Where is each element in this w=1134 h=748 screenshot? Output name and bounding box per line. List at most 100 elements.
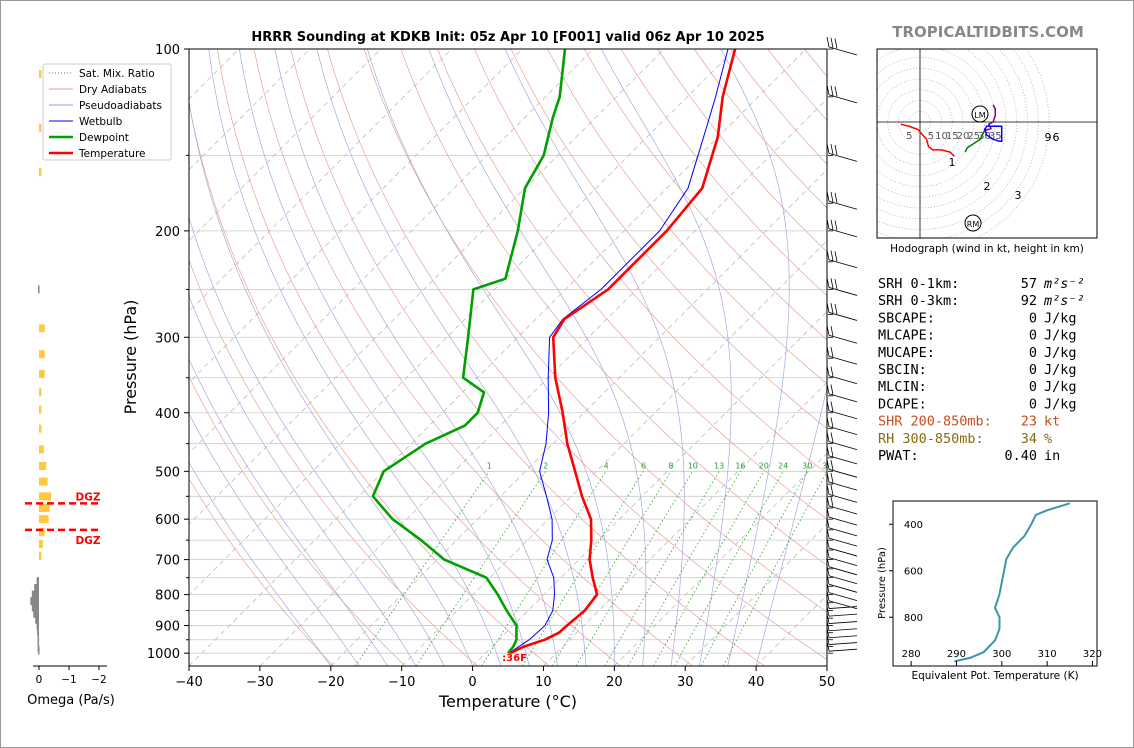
y-tick-label: 100: [155, 43, 180, 58]
storm-motion-left-label: LM: [974, 111, 985, 120]
index-label: SHR 200-850mb:: [878, 414, 992, 430]
barb-staff: [828, 468, 858, 478]
barb-flag: [826, 277, 830, 288]
mixing-ratio-line: [415, 471, 547, 666]
index-value: 23: [1021, 414, 1037, 430]
barb-flag: [826, 574, 830, 585]
mixing-ratio-label: 6: [641, 461, 646, 470]
wind-barb: [826, 574, 858, 593]
mixing-ratio-label: 10: [688, 461, 698, 470]
index-label: SRH 0-1km:: [878, 276, 959, 292]
barb-flag: [830, 401, 834, 412]
omega-bar: [35, 615, 39, 624]
barb-flag: [830, 446, 834, 457]
hodograph-ring-label: 30: [978, 131, 991, 142]
index-unit: in: [1044, 448, 1060, 464]
theta-e-axes: 280 290 300 310 320 400 600 800: [889, 520, 1102, 666]
barb-flag: [826, 445, 830, 456]
x-tick-label: 20: [606, 675, 623, 690]
mixing-ratio-label: 24: [778, 461, 788, 470]
theta-e-x-tick-label: 290: [947, 649, 966, 660]
mixing-ratio-label: 30: [802, 461, 812, 470]
omega-tick-label: −2: [91, 674, 106, 686]
legend-entry: Pseudoadiabats: [79, 100, 162, 112]
wind-barb: [826, 84, 858, 104]
index-unit: m²s⁻²: [1043, 293, 1085, 309]
wind-barb: [826, 431, 858, 451]
y-tick-label: 400: [155, 407, 180, 422]
index-unit: J/kg: [1044, 379, 1077, 395]
barb-staff: [828, 600, 858, 610]
isotherm: [614, 452, 827, 666]
mixing-ratio-line: [700, 471, 808, 666]
barb-staff: [828, 516, 858, 526]
barb-staff: [828, 355, 858, 365]
barb-flag: [826, 84, 830, 95]
omega-bar: [33, 609, 39, 618]
storm-motion-right-label: RM: [967, 220, 980, 229]
hodograph-ring-label: 35: [989, 131, 1002, 142]
barb-flag: [834, 303, 838, 315]
dry-adiabat: [216, 49, 622, 666]
omega-bar: [34, 584, 39, 593]
pseudoadiabat: [428, 49, 647, 666]
wind-barb: [826, 556, 858, 576]
hodograph-ring-label: 15: [946, 131, 959, 142]
barb-staff: [828, 606, 858, 609]
omega-bar: [39, 405, 42, 414]
wind-barb: [826, 507, 858, 526]
barb-flag: [830, 144, 834, 155]
barb-flag: [830, 37, 834, 48]
wind-barb: [826, 191, 858, 210]
barb-flag: [830, 384, 834, 395]
barb-flag: [830, 472, 834, 483]
index-unit: kt: [1044, 414, 1060, 430]
index-unit: m²s⁻²: [1043, 276, 1085, 292]
barb-flag: [830, 366, 834, 377]
theta-e-y-tick-label: 800: [904, 613, 923, 624]
hodograph-ring-label: 20: [957, 131, 970, 142]
isotherm: [189, 49, 736, 596]
barb-flag: [830, 460, 834, 471]
hodograph-height-label: 9: [1045, 131, 1052, 144]
barb-staff: [828, 410, 858, 420]
hodograph-caption: Hodograph (wind in kt, height in km): [890, 243, 1084, 255]
barb-flag: [826, 400, 830, 411]
x-tick-label: −20: [317, 675, 344, 690]
wind-barb: [826, 346, 858, 365]
omega-bar: [39, 462, 47, 471]
omega-bar: [39, 350, 45, 359]
dry-adiabat: [437, 49, 827, 520]
barb-flag: [830, 496, 834, 507]
x-tick-label: −30: [246, 675, 273, 690]
y-tick-label: 700: [155, 554, 180, 569]
barb-staff: [828, 557, 858, 566]
omega-bar: [36, 621, 39, 630]
index-value: 0: [1029, 362, 1037, 378]
isotherm: [189, 49, 665, 525]
barb-staff: [828, 481, 858, 491]
dry-adiabat: [400, 49, 827, 566]
index-unit: J/kg: [1044, 362, 1077, 378]
barb-staff: [828, 228, 858, 238]
surface-temp-label: :36F: [502, 653, 527, 664]
x-tick-label: 50: [819, 675, 836, 690]
index-label: RH 300-850mb:: [878, 431, 984, 447]
barb-staff: [828, 621, 858, 624]
barb-staff: [828, 287, 858, 296]
y-tick-label: 200: [155, 225, 180, 240]
index-value: 0: [1029, 345, 1037, 361]
theta-e-frame: [892, 500, 1098, 667]
legend-entry: Wetbulb: [79, 116, 123, 128]
pseudoadiabat: [316, 49, 587, 666]
skewt-frame: [188, 48, 828, 667]
mixing-ratio-label: 36: [822, 461, 832, 470]
barb-flag: [826, 346, 830, 357]
wind-barb: [826, 325, 858, 344]
pseudoadiabat: [208, 49, 502, 666]
dry-adiabat: [189, 375, 406, 666]
profile-temperature: [509, 49, 737, 655]
barb-flag: [826, 537, 830, 549]
barb-staff: [828, 312, 858, 321]
